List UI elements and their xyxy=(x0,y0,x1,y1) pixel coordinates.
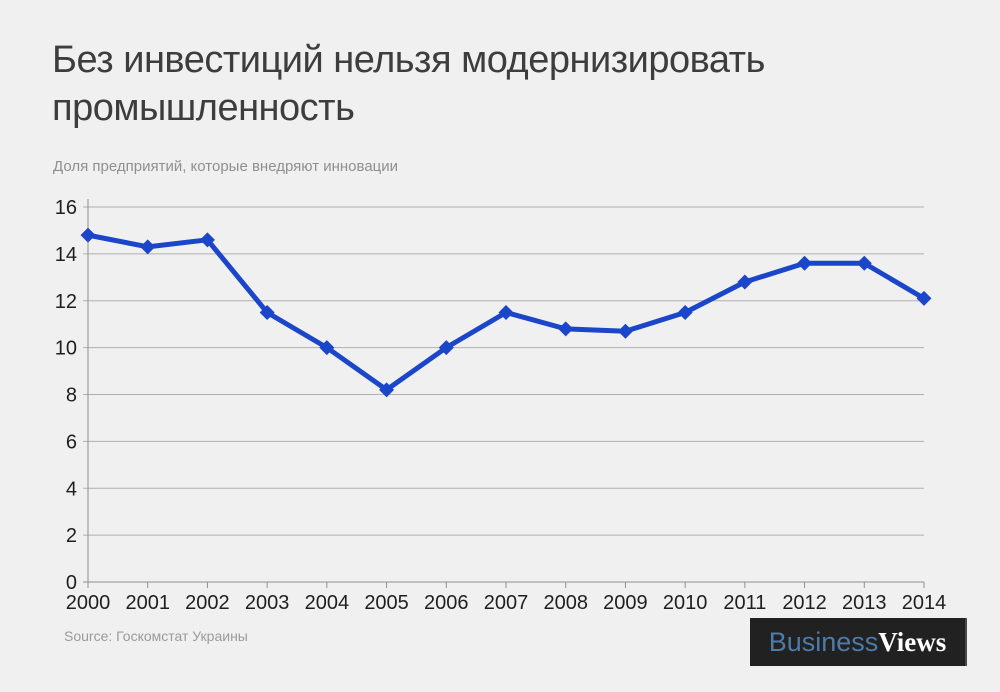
data-point-marker xyxy=(916,290,932,306)
x-axis-tick-label: 2002 xyxy=(185,592,230,614)
source-note: Source: Госкомстат Украины xyxy=(64,628,248,644)
data-point-marker xyxy=(498,304,514,320)
data-point-marker xyxy=(199,232,215,248)
data-point-marker xyxy=(677,304,693,320)
y-axis-tick-label: 0 xyxy=(66,572,77,594)
chart-subtitle: Доля предприятий, которые внедряют иннов… xyxy=(53,158,399,175)
y-axis-tick-label: 14 xyxy=(55,244,77,266)
data-point-marker xyxy=(797,255,813,271)
line-chart: 0 2 4 6 8 10 12 14 16 2000 2001 2002 2003 2004 2005 200… xyxy=(55,197,947,614)
y-axis-tick-label: 2 xyxy=(66,525,77,547)
x-axis-tick-label: 2004 xyxy=(305,592,350,614)
data-point-marker xyxy=(80,227,96,243)
y-axis-tick-label: 12 xyxy=(55,291,77,313)
data-point-marker xyxy=(438,340,454,356)
data-point-marker xyxy=(140,239,156,255)
y-axis-tick-label: 10 xyxy=(55,338,77,360)
x-axis-tick-label: 2005 xyxy=(364,592,409,614)
x-axis-tick-label: 2012 xyxy=(782,592,827,614)
x-axis-tick-label: 2006 xyxy=(424,592,469,614)
businessviews-logo: Business Views xyxy=(750,618,967,666)
y-axis-tick-label: 4 xyxy=(66,478,77,500)
x-axis-tick-label: 2003 xyxy=(245,592,290,614)
logo-text-business: Business xyxy=(768,626,879,657)
x-axis-tick-label: 2000 xyxy=(66,592,111,614)
y-axis-tick-label: 16 xyxy=(55,197,77,219)
x-axis-tick-label: 2009 xyxy=(603,592,648,614)
x-axis-tick-label: 2007 xyxy=(484,592,529,614)
data-point-marker xyxy=(856,255,872,271)
logo-text-views: Views xyxy=(878,626,947,657)
x-axis-tick-label: 2010 xyxy=(663,592,708,614)
data-point-marker xyxy=(737,274,753,290)
data-point-marker xyxy=(617,323,633,339)
x-axis-tick-label: 2014 xyxy=(902,592,947,614)
data-point-marker xyxy=(379,382,395,398)
x-axis-tick-label: 2001 xyxy=(125,592,170,614)
x-axis-tick-label: 2013 xyxy=(842,592,887,614)
y-axis-tick-label: 6 xyxy=(66,431,77,453)
data-point-marker xyxy=(259,304,275,320)
y-axis-tick-label: 8 xyxy=(66,385,77,407)
x-axis-tick-label: 2011 xyxy=(723,592,766,614)
page-title: Без инвестиций нельзя модернизировать пр… xyxy=(52,39,765,129)
data-point-marker xyxy=(558,321,574,337)
data-point-marker xyxy=(319,340,335,356)
x-axis-tick-label: 2008 xyxy=(543,592,588,614)
